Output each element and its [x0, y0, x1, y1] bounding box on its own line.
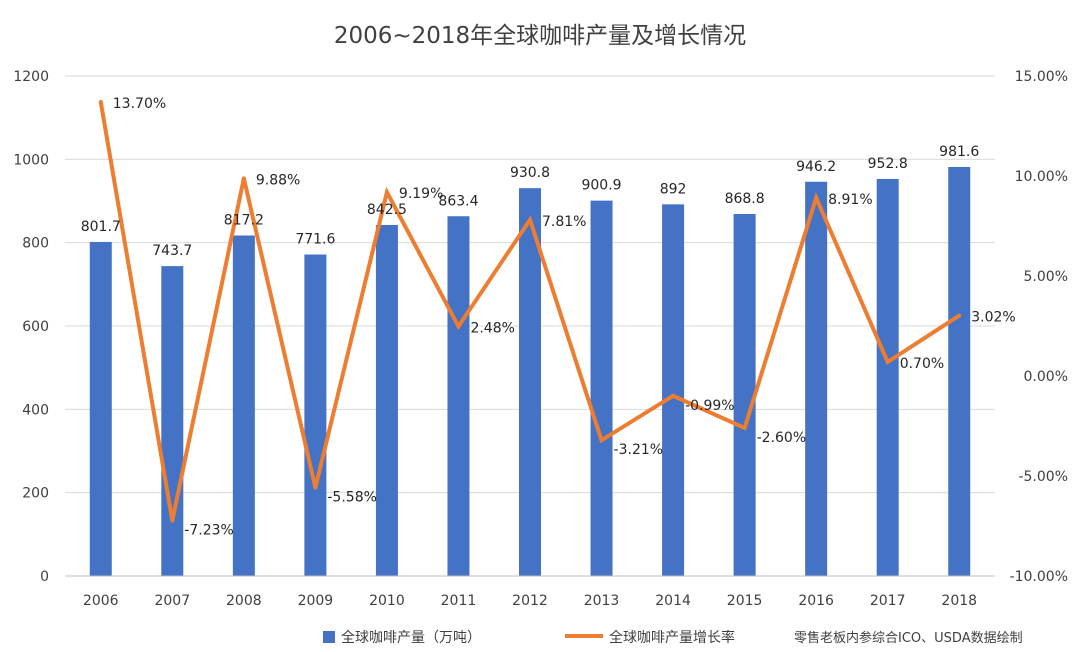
left-tick-label: 1200 — [13, 69, 49, 85]
bar — [375, 224, 398, 577]
legend-label-line: 全球咖啡产量增长率 — [609, 629, 735, 646]
left-y-axis: 0 200 400 600 800 1000 1200 — [13, 69, 49, 585]
line-data-label: 9.88% — [256, 172, 300, 188]
bar — [805, 181, 828, 576]
right-tick-label: 15.00% — [1015, 69, 1068, 85]
line-point — [671, 393, 676, 398]
right-tick-label: -5.00% — [1018, 469, 1068, 485]
line-point — [814, 195, 819, 200]
legend-label-bar: 全球咖啡产量（万吨） — [341, 629, 481, 646]
line-data-label: 8.91% — [828, 192, 872, 208]
line-data-label: -3.21% — [614, 442, 664, 458]
bar-data-label: 817.2 — [224, 213, 264, 229]
bar-data-label: 863.4 — [438, 193, 478, 209]
x-tick-label: 2008 — [226, 593, 262, 609]
right-y-axis: -10.00% -5.00% 0.00% 5.00% 10.00% 15.00% — [1010, 69, 1068, 585]
bar-series — [89, 167, 971, 577]
bar — [304, 254, 327, 576]
left-tick-label: 1000 — [13, 152, 49, 168]
bar-data-label: 743.7 — [152, 243, 192, 259]
line-data-label: -7.23% — [184, 523, 234, 539]
x-tick-label: 2018 — [941, 593, 977, 609]
left-tick-label: 200 — [22, 486, 49, 502]
line-point — [170, 518, 175, 523]
line-data-label: -5.58% — [327, 490, 377, 506]
x-tick-label: 2017 — [870, 593, 906, 609]
bar-data-label: 981.6 — [939, 144, 979, 160]
right-tick-label: 10.00% — [1015, 169, 1068, 185]
line-data-label: 13.70% — [113, 96, 166, 112]
right-tick-label: -10.00% — [1010, 569, 1068, 585]
bar-data-label: 946.2 — [796, 159, 836, 175]
left-tick-label: 400 — [22, 402, 49, 418]
left-tick-label: 600 — [22, 319, 49, 335]
bar-data-label: 952.8 — [868, 156, 908, 172]
bar — [89, 241, 112, 577]
left-tick-label: 0 — [40, 569, 49, 585]
chart-title: 2006~2018年全球咖啡产量及增长情况 — [334, 23, 746, 49]
bar-data-label: 771.6 — [295, 232, 335, 248]
x-axis: 2006 2007 2008 2009 2010 2011 2012 2013 2014 2015… — [65, 575, 995, 609]
bar — [733, 214, 756, 576]
line-point — [885, 360, 890, 364]
line-data-label: 0.70% — [900, 356, 944, 372]
legend-swatch-bar — [323, 631, 335, 643]
line-point — [957, 313, 962, 318]
bar-data-label: 868.8 — [725, 191, 765, 207]
line-point — [384, 190, 389, 195]
line-data-label: 3.02% — [971, 310, 1015, 326]
line-point — [456, 324, 461, 329]
source-note: 零售老板内参综合ICO、USDA数据绘制 — [794, 630, 1023, 646]
x-tick-label: 2014 — [655, 593, 691, 609]
x-tick-label: 2006 — [83, 593, 119, 609]
data-labels: 801.7 743.7 817.2 771.6 842.5 863.4 930.8 900.9… — [81, 96, 1016, 539]
line-point — [313, 485, 318, 490]
line-data-label: -0.99% — [685, 398, 735, 414]
line-point — [599, 438, 604, 443]
bar-data-label: 801.7 — [81, 219, 121, 235]
bar — [519, 188, 541, 576]
x-tick-label: 2007 — [154, 593, 190, 609]
bar-data-label: 892 — [660, 181, 687, 197]
bar — [161, 266, 184, 576]
line-data-label: -2.60% — [757, 430, 807, 446]
line-data-label: 7.81% — [542, 214, 586, 230]
bar — [590, 200, 613, 576]
line-point — [241, 176, 246, 181]
line-point — [742, 426, 747, 430]
bar — [662, 204, 685, 577]
bar-data-label: 842.5 — [367, 202, 407, 218]
right-tick-label: 5.00% — [1024, 269, 1068, 285]
bar — [948, 167, 971, 576]
x-tick-label: 2011 — [441, 593, 477, 609]
left-tick-label: 800 — [22, 236, 49, 252]
line-point — [98, 100, 103, 104]
bar — [876, 179, 899, 576]
right-tick-label: 0.00% — [1024, 369, 1068, 385]
bar — [447, 216, 470, 576]
bar-data-label: 900.9 — [581, 178, 621, 194]
line-point — [528, 217, 532, 222]
x-tick-label: 2009 — [298, 593, 334, 609]
bar-data-label: 930.8 — [510, 165, 550, 181]
line-data-label: 9.19% — [399, 186, 443, 202]
bar — [232, 235, 255, 576]
legend: 全球咖啡产量（万吨） 全球咖啡产量增长率 零售老板内参综合ICO、USDA数据绘… — [323, 629, 1023, 646]
x-tick-label: 2010 — [369, 593, 405, 609]
x-tick-label: 2016 — [798, 593, 834, 609]
x-tick-label: 2012 — [512, 593, 548, 609]
line-data-label: 2.48% — [470, 320, 514, 336]
line-series — [98, 100, 962, 523]
x-tick-label: 2015 — [727, 593, 763, 609]
x-tick-label: 2013 — [584, 593, 620, 609]
